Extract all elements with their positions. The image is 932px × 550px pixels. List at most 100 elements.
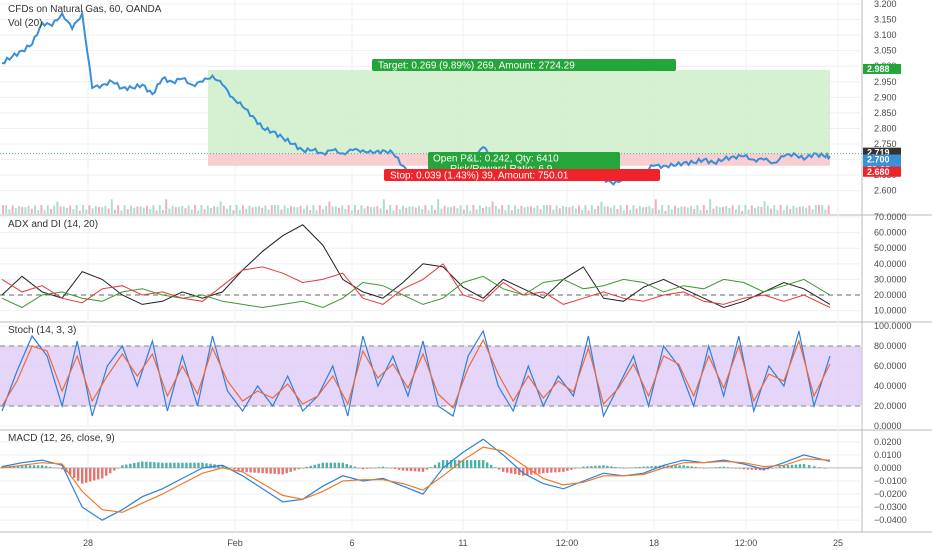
volume-bar [213, 206, 216, 214]
macd-histogram-bar [337, 462, 341, 468]
volume-bar [146, 205, 148, 214]
volume-bar [286, 208, 289, 214]
volume-bar [709, 199, 712, 214]
macd-histogram-bar [598, 465, 601, 468]
stoch-panel[interactable] [0, 329, 862, 418]
macd-histogram-bar [481, 460, 485, 468]
volume-bar [744, 205, 747, 214]
volume-bar [376, 206, 379, 214]
macd-histogram-bar [249, 467, 252, 473]
volume-bar [664, 210, 667, 214]
macd-histogram-bar [794, 464, 798, 468]
macd-histogram-bar [798, 464, 802, 468]
volume-bar [494, 205, 497, 214]
macd-histogram-bar [245, 467, 248, 473]
target-box[interactable]: Target: 0.269 (9.89%) 269, Amount: 2724.… [372, 59, 676, 72]
macd-histogram-bar [574, 467, 577, 469]
macd-histogram-bar [650, 466, 653, 468]
macd-histogram-bar [493, 467, 497, 468]
volume-bar [699, 210, 702, 214]
target-zone[interactable] [208, 69, 830, 154]
macd-histogram-bar [153, 462, 156, 468]
volume-bar [562, 206, 564, 214]
volume-bar [437, 199, 440, 214]
volume-bar [802, 206, 804, 214]
macd-histogram-bar [317, 463, 320, 468]
volume-bar [293, 206, 296, 214]
macd-histogram-bar [477, 460, 481, 468]
volume-bar [325, 205, 328, 214]
macd-histogram-bar [437, 462, 441, 468]
adx-panel[interactable] [0, 224, 862, 309]
volume-bar [712, 208, 715, 214]
volume-bar [5, 205, 8, 214]
volume-bar [200, 205, 203, 214]
volume-bar [680, 206, 683, 214]
volume-bar [274, 204, 276, 214]
volume-bar [194, 205, 196, 214]
time-axis[interactable]: 28 Feb 6 11 12:00 18 12:00 25 [83, 538, 843, 548]
volume-bar [130, 205, 132, 214]
macd-histogram-bar [44, 466, 48, 468]
volume-bar [814, 205, 817, 214]
volume-bar [306, 205, 308, 214]
volume-bar [267, 209, 270, 214]
volume-bar [34, 205, 36, 214]
price-tick-label: 2.800 [874, 123, 897, 133]
macd-histogram-bar [489, 464, 493, 468]
macd-panel[interactable] [0, 438, 862, 521]
macd-series-signal [1, 446, 831, 513]
macd-histogram-bar [485, 462, 489, 468]
macd-histogram-bar [165, 462, 168, 468]
volume-bar [674, 205, 676, 214]
macd-histogram-bar [738, 467, 741, 469]
volume-bar [139, 206, 142, 214]
macd-histogram-bar [538, 467, 541, 474]
macd-histogram-bar [361, 467, 365, 470]
volume-bar [616, 209, 619, 214]
price-tag [863, 154, 901, 165]
macd-histogram-bar [714, 467, 717, 468]
volume-bar [600, 201, 603, 214]
volume-bar [795, 207, 798, 214]
volume-bar [110, 199, 113, 214]
volume-bar [219, 201, 222, 214]
macd-axis[interactable]: 0.0200 0.0100 0.0000 −0.0100 −0.0200 −0.0300 −… [874, 437, 907, 525]
volume-bar [491, 201, 494, 214]
volume-bar [725, 206, 728, 214]
stoch-tick-label: 80.0000 [874, 341, 907, 351]
price-tag-label: 2.680 [867, 167, 890, 177]
macd-histogram-bar [546, 467, 549, 473]
volume-bar [261, 207, 264, 214]
volume-bar [523, 207, 526, 214]
volume-bar [56, 201, 59, 214]
volume-bar [386, 209, 388, 214]
volume-bar [530, 206, 532, 214]
time-tick-label: 6 [349, 538, 354, 548]
macd-histogram-bar [197, 462, 200, 468]
volume-bar [123, 205, 126, 214]
volume-bar [50, 208, 52, 214]
macd-histogram-bar [72, 467, 76, 478]
volume-bar [75, 205, 78, 214]
macd-histogram-bar [189, 462, 192, 468]
volume-bar [283, 205, 286, 214]
volume-bar [507, 205, 510, 214]
adx-axis[interactable]: 70.0000 60.0000 50.0000 40.0000 30.0000 20.00… [874, 212, 907, 316]
macd-histogram-bar [682, 465, 685, 468]
stop-box[interactable]: Stop: 0.039 (1.43%) 39, Amount: 750.01 [384, 169, 660, 182]
volume-bar [482, 207, 484, 214]
volume-bar [472, 205, 475, 214]
volume-bar [366, 206, 369, 214]
volume-bar [414, 207, 417, 214]
volume-bar [168, 208, 171, 214]
volume-bar [264, 205, 267, 214]
macd-histogram-bar [101, 467, 104, 479]
volume-bar [158, 205, 161, 214]
volume-bar [805, 207, 808, 214]
macd-histogram-bar [750, 467, 754, 470]
price-tick-label: 3.150 [874, 15, 897, 25]
stoch-axis[interactable]: 100.0000 80.0000 60.0000 40.0000 20.0000 0.00… [874, 321, 912, 431]
macd-histogram-bar [790, 464, 794, 468]
